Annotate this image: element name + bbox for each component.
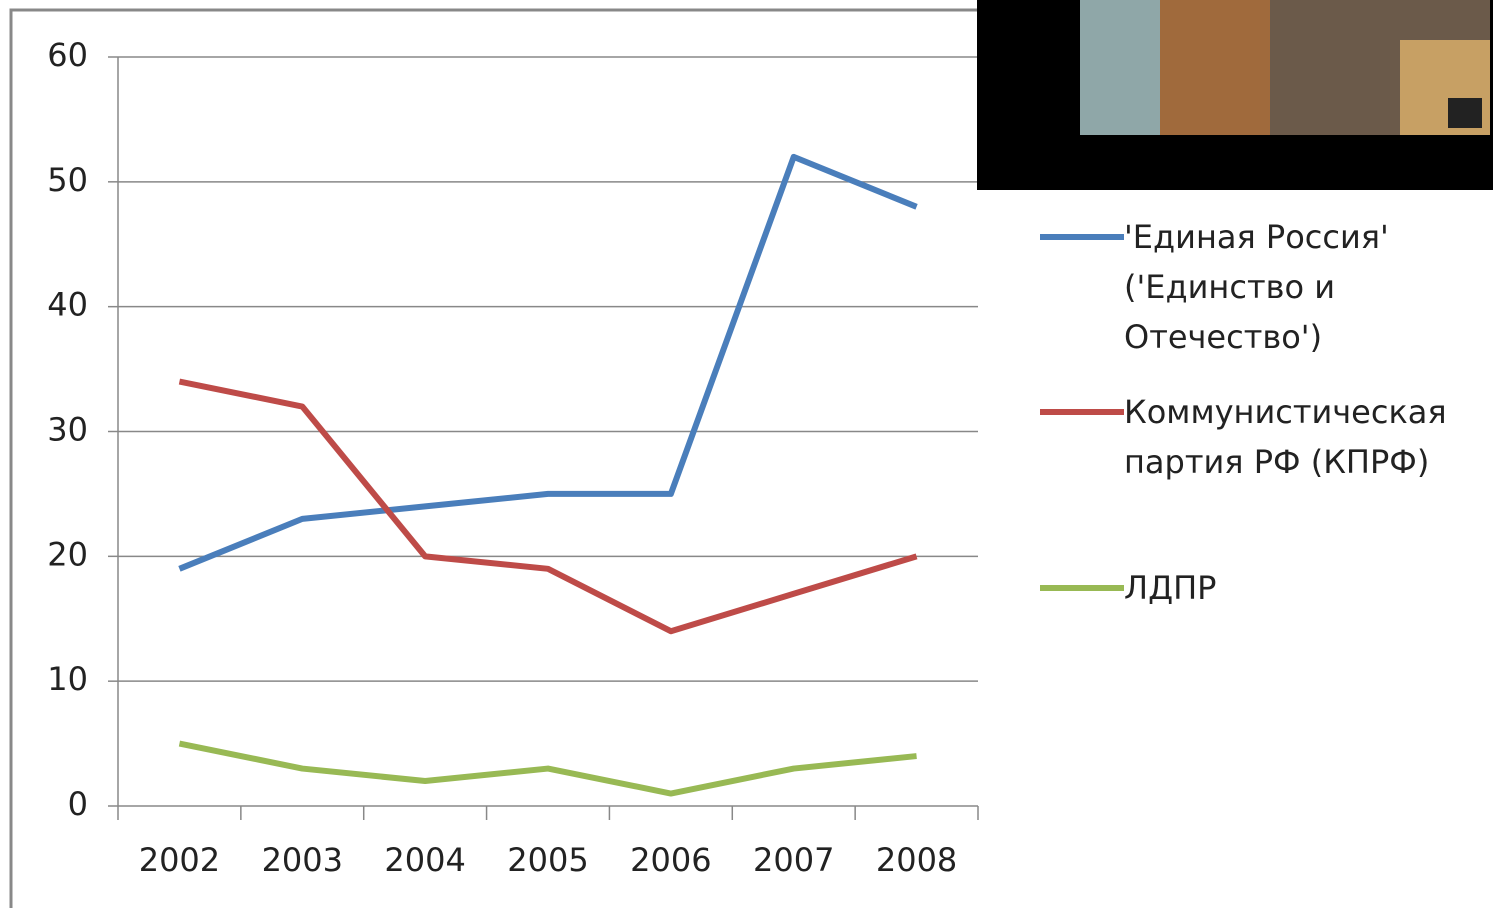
legend-item: 'Единая Россия' ('Единство и Отечество') (1040, 212, 1464, 362)
x-tick-label: 2007 (753, 841, 834, 879)
x-tick-label: 2003 (262, 841, 343, 879)
series-line (179, 382, 916, 632)
legend-item: ЛДПР (1040, 563, 1464, 613)
legend-label: 'Единая Россия' ('Единство и Отечество') (1124, 212, 1464, 362)
y-tick-label: 30 (47, 411, 88, 449)
y-tick-label: 0 (68, 785, 88, 823)
x-tick-label: 2008 (876, 841, 957, 879)
series-line (179, 744, 916, 794)
video-detail (1160, 0, 1270, 135)
y-tick-label: 20 (47, 535, 88, 573)
series-line (179, 157, 916, 569)
legend-label: Коммунистическая партия РФ (КПРФ) (1124, 387, 1464, 487)
x-tick-label: 2006 (630, 841, 711, 879)
y-tick-label: 50 (47, 161, 88, 199)
y-tick-label: 10 (47, 660, 88, 698)
x-tick-label: 2002 (139, 841, 220, 879)
legend-swatch (1040, 409, 1124, 415)
legend-label: ЛДПР (1124, 563, 1464, 613)
video-detail (1448, 98, 1482, 128)
video-overlay (977, 0, 1493, 190)
legend-swatch (1040, 585, 1124, 591)
y-tick-label: 60 (47, 36, 88, 74)
legend-swatch (1040, 234, 1124, 240)
video-detail (1080, 0, 1160, 135)
y-tick-label: 40 (47, 286, 88, 324)
x-tick-label: 2005 (507, 841, 588, 879)
legend-item: Коммунистическая партия РФ (КПРФ) (1040, 387, 1464, 487)
page: 0 10 20 30 40 50 60 2002 2003 2004 2005 2006 2007 200… (0, 0, 1493, 908)
x-tick-label: 2004 (384, 841, 465, 879)
